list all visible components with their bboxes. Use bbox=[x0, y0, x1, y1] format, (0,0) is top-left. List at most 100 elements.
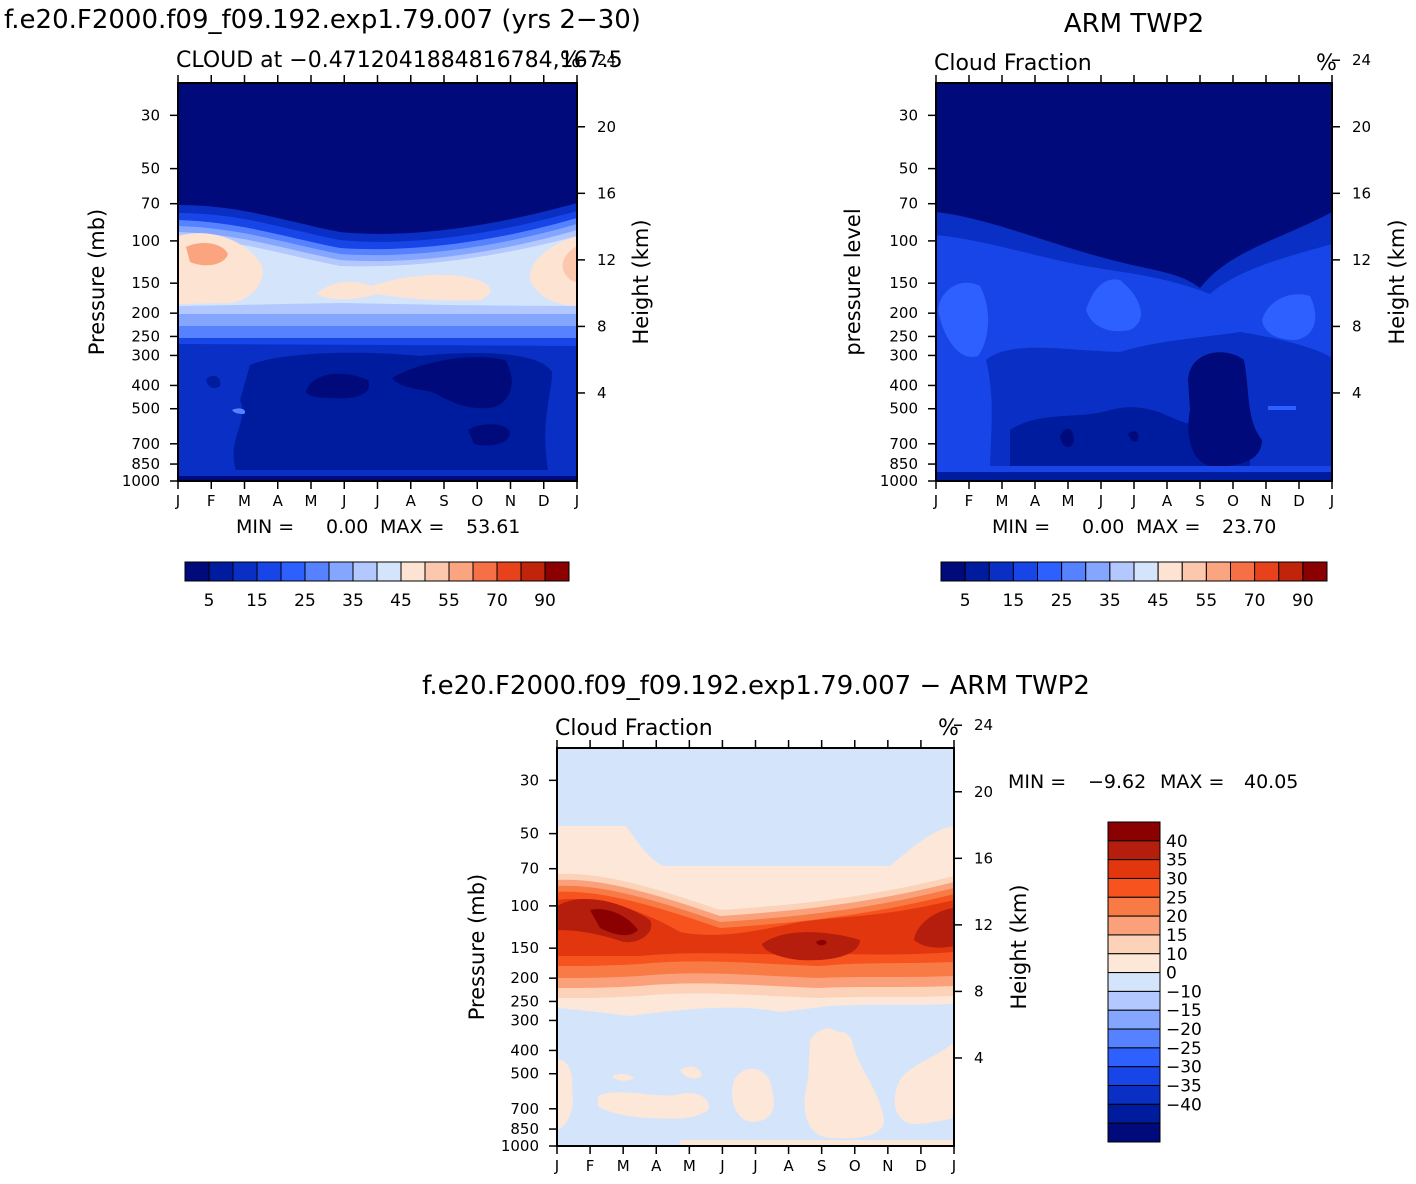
panel-model-contours bbox=[178, 83, 577, 481]
month-tick-label: A bbox=[783, 1157, 794, 1175]
colorbar-swatch bbox=[1061, 561, 1087, 582]
colorbar-label: 20 bbox=[1166, 907, 1188, 927]
contour-fill bbox=[936, 466, 1332, 472]
panel-obs-ylabel: pressure level bbox=[841, 208, 865, 355]
pressure-tick-label: 850 bbox=[510, 1120, 539, 1138]
colorbar-swatch bbox=[352, 561, 378, 582]
colorbar-swatch bbox=[1107, 953, 1161, 974]
colorbar-swatch bbox=[1181, 561, 1207, 582]
colorbar-label: −40 bbox=[1166, 1095, 1202, 1115]
panel-diff-max-label: MAX = bbox=[1160, 771, 1224, 793]
contour-fill bbox=[680, 1066, 702, 1079]
month-tick-label: J bbox=[574, 492, 579, 510]
colorbar-swatch bbox=[1107, 1047, 1161, 1068]
pressure-tick-label: 150 bbox=[889, 274, 918, 292]
colorbar-swatch bbox=[544, 561, 570, 582]
month-tick-label: D bbox=[538, 492, 550, 510]
panel-obs: ARM TWP2 Cloud Fraction % 30 50 70 100 150 20… bbox=[841, 9, 1409, 611]
colorbar-swatch bbox=[1037, 561, 1063, 582]
pressure-tick-label: 400 bbox=[510, 1041, 539, 1059]
pressure-tick-label: 200 bbox=[889, 304, 918, 322]
colorbar-swatch bbox=[304, 561, 330, 582]
colorbar-label: 25 bbox=[294, 591, 316, 611]
month-tick-label: M bbox=[1062, 492, 1075, 510]
panel-obs-contours bbox=[936, 83, 1332, 481]
colorbar-label: 35 bbox=[1099, 591, 1121, 611]
colorbar-swatch bbox=[1109, 561, 1135, 582]
height-tick-label: 8 bbox=[597, 317, 607, 335]
colorbar-label: 55 bbox=[1196, 591, 1218, 611]
colorbar-swatch bbox=[400, 561, 426, 582]
pressure-tick-label: 1000 bbox=[501, 1137, 539, 1155]
panel-model-ylabel-right: Height (km) bbox=[629, 219, 653, 344]
contour-fill bbox=[557, 1059, 573, 1130]
month-tick-label: J bbox=[933, 492, 938, 510]
panel-obs-title: ARM TWP2 bbox=[1064, 9, 1204, 39]
contour-fill bbox=[762, 932, 860, 961]
month-tick-label: S bbox=[817, 1157, 827, 1175]
contour-fill bbox=[1188, 352, 1262, 467]
contour-fill bbox=[732, 1068, 774, 1122]
colorbar-swatch bbox=[1107, 915, 1161, 936]
pressure-tick-label: 250 bbox=[510, 992, 539, 1010]
colorbar-swatch bbox=[496, 561, 522, 582]
height-tick-label: 12 bbox=[974, 916, 993, 934]
height-tick-label: 4 bbox=[1352, 384, 1362, 402]
pressure-tick-label: 100 bbox=[131, 232, 160, 250]
colorbar-swatch bbox=[1157, 561, 1183, 582]
pressure-tick-label: 70 bbox=[141, 195, 160, 213]
contour-fill bbox=[680, 1140, 954, 1146]
panel-diff-subtitle: Cloud Fraction bbox=[555, 716, 713, 741]
contour-fill bbox=[598, 1092, 709, 1119]
colorbar-swatch bbox=[1107, 896, 1161, 917]
colorbar-label: −20 bbox=[1166, 1020, 1202, 1040]
panel-obs-subtitle: Cloud Fraction bbox=[934, 51, 1092, 76]
month-tick-label: J bbox=[175, 492, 180, 510]
height-tick-label: 8 bbox=[1352, 317, 1362, 335]
height-tick-label: 8 bbox=[974, 982, 984, 1000]
month-tick-label: O bbox=[1227, 492, 1239, 510]
contour-fill bbox=[316, 274, 491, 301]
pressure-tick-label: 70 bbox=[899, 195, 918, 213]
colorbar-label: −10 bbox=[1166, 982, 1202, 1002]
contour-fill bbox=[612, 1073, 634, 1081]
contour-fill bbox=[1086, 279, 1141, 332]
month-tick-label: A bbox=[651, 1157, 662, 1175]
height-tick-label: 20 bbox=[597, 118, 616, 136]
contour-fill bbox=[1268, 406, 1296, 410]
month-tick-label: O bbox=[849, 1157, 861, 1175]
pressure-tick-label: 400 bbox=[889, 376, 918, 394]
panel-diff-ylabel: Pressure (mb) bbox=[465, 874, 489, 1021]
month-tick-label: J bbox=[341, 492, 346, 510]
colorbar-label: 30 bbox=[1166, 869, 1188, 889]
panel-diff-units: % bbox=[938, 716, 959, 741]
pressure-tick-label: 500 bbox=[889, 400, 918, 418]
colorbar-label: 15 bbox=[1003, 591, 1025, 611]
month-tick-label: A bbox=[273, 492, 284, 510]
colorbar-label: 35 bbox=[342, 591, 364, 611]
pressure-tick-label: 1000 bbox=[122, 472, 160, 490]
pressure-tick-label: 30 bbox=[899, 106, 918, 124]
colorbar-swatch bbox=[1012, 561, 1038, 582]
pressure-tick-label: 400 bbox=[131, 376, 160, 394]
colorbar-label: 25 bbox=[1166, 888, 1188, 908]
pressure-tick-label: 300 bbox=[510, 1011, 539, 1029]
colorbar-swatch bbox=[1254, 561, 1280, 582]
month-tick-label: N bbox=[505, 492, 516, 510]
month-tick-label: M bbox=[238, 492, 251, 510]
height-tick-label: 20 bbox=[974, 783, 993, 801]
contour-fill bbox=[936, 472, 1332, 481]
panel-obs-max-label: MAX = bbox=[1136, 516, 1200, 538]
colorbar-label: 25 bbox=[1051, 591, 1073, 611]
panel-obs-min-value: 0.00 bbox=[1082, 516, 1124, 538]
month-tick-label: A bbox=[406, 492, 417, 510]
panel-diff-ylabel-right: Height (km) bbox=[1007, 884, 1031, 1009]
colorbar-swatch bbox=[1107, 1103, 1161, 1124]
pressure-tick-label: 50 bbox=[899, 160, 918, 178]
panel-diff-title: f.e20.F2000.f09_f09.192.exp1.79.007 − AR… bbox=[422, 671, 1090, 701]
colorbar-swatch bbox=[1107, 821, 1161, 842]
contour-fill bbox=[914, 908, 954, 948]
